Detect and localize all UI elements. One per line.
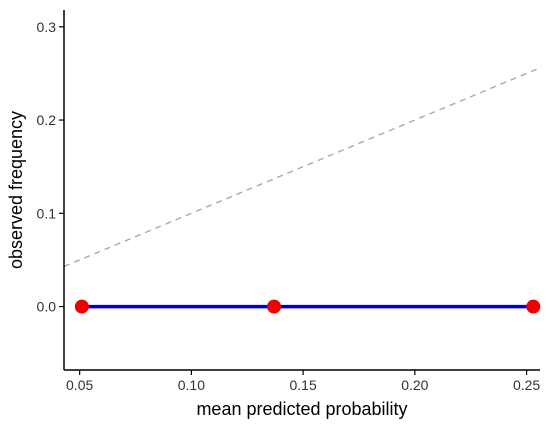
series-layer: [74, 299, 541, 314]
y-axis-title: observed frequency: [6, 111, 26, 269]
y-ticks: 0.0 0.1 0.2 0.3: [37, 19, 64, 315]
x-axis-title: mean predicted probability: [196, 399, 407, 419]
y-tick-label: 0.0: [37, 299, 57, 315]
data-point: [526, 299, 541, 314]
x-tick-label: 0.25: [513, 377, 540, 393]
data-point: [267, 299, 282, 314]
x-ticks: 0.05 0.10 0.15 0.20 0.25: [66, 370, 540, 393]
x-tick-label: 0.15: [289, 377, 316, 393]
y-tick-label: 0.1: [37, 205, 57, 221]
x-tick-label: 0.10: [178, 377, 205, 393]
reference-diagonal-line: [63, 67, 541, 268]
y-tick-label: 0.2: [37, 112, 57, 128]
x-tick-label: 0.20: [401, 377, 428, 393]
reference-layer: [63, 67, 541, 268]
axes: [63, 10, 540, 371]
y-tick-label: 0.3: [37, 19, 57, 35]
x-tick-label: 0.05: [66, 377, 93, 393]
data-point: [74, 299, 89, 314]
